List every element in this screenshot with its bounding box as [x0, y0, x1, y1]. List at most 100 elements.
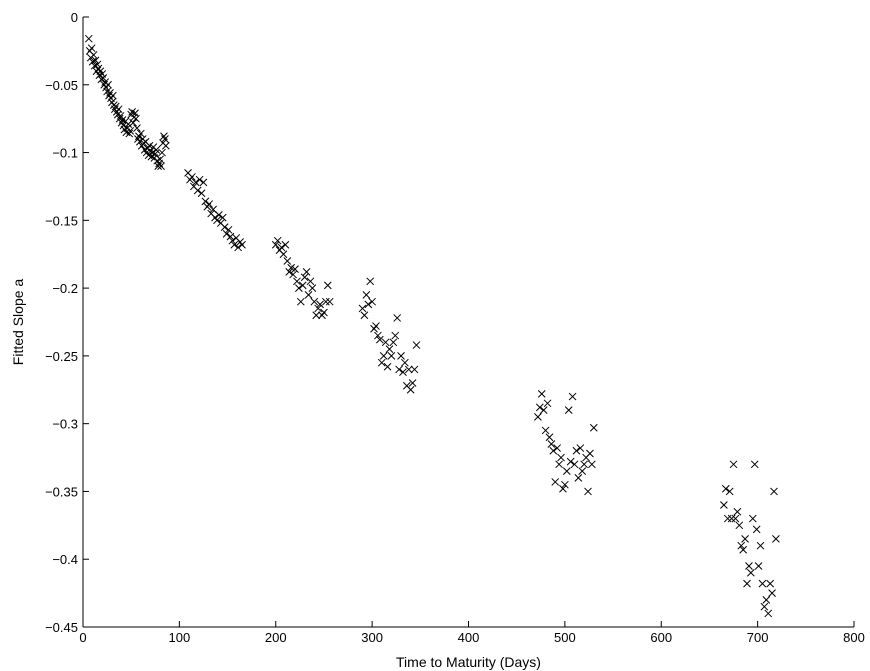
x-tick-label: 300	[361, 630, 383, 645]
y-tick-label: −0.45	[45, 620, 78, 635]
data-point	[368, 297, 376, 306]
data-point	[323, 281, 332, 290]
data-point	[539, 406, 548, 414]
data-point	[574, 474, 583, 482]
data-point	[132, 114, 140, 123]
data-point	[410, 365, 419, 374]
data-point	[735, 521, 744, 530]
data-point	[750, 460, 759, 469]
data-point	[220, 223, 229, 231]
data-point	[308, 284, 317, 292]
data-point	[557, 453, 565, 462]
data-markers	[84, 34, 780, 618]
data-point	[302, 267, 311, 276]
data-point	[271, 240, 280, 249]
data-point	[564, 406, 573, 414]
data-point	[747, 568, 755, 577]
y-tick-label: −0.4	[52, 552, 78, 567]
x-tick-label: 100	[169, 630, 191, 645]
data-point	[559, 484, 567, 493]
y-tick-label: −0.3	[52, 417, 78, 432]
data-point	[126, 127, 135, 135]
data-point	[576, 444, 585, 452]
data-point	[586, 449, 594, 458]
data-point	[580, 460, 589, 469]
data-point	[322, 297, 330, 306]
data-point	[283, 257, 292, 265]
data-point	[226, 232, 235, 241]
x-tick-label: 700	[747, 630, 769, 645]
data-point	[152, 145, 161, 154]
data-point	[578, 467, 587, 475]
data-point	[723, 514, 732, 523]
data-point	[364, 300, 373, 309]
data-point	[114, 105, 123, 114]
data-point	[195, 175, 204, 184]
data-point	[589, 423, 598, 432]
x-tick-label: 0	[79, 630, 86, 645]
data-point	[397, 352, 405, 360]
data-point	[157, 162, 165, 170]
data-point	[543, 399, 552, 408]
data-point	[293, 277, 301, 286]
data-point	[766, 579, 775, 588]
data-point	[756, 541, 765, 550]
data-point	[124, 120, 133, 128]
data-point	[566, 457, 575, 466]
data-point	[534, 413, 542, 421]
data-point	[133, 124, 141, 133]
data-point	[154, 162, 163, 170]
data-point	[537, 389, 546, 398]
data-point	[215, 211, 223, 219]
data-point	[754, 562, 763, 570]
data-point	[228, 236, 237, 245]
y-axis-label: Fitted Slope a	[10, 279, 26, 366]
data-point	[399, 368, 407, 377]
data-point	[737, 541, 746, 550]
data-point	[109, 91, 117, 100]
data-point	[304, 291, 313, 299]
data-point	[412, 341, 421, 349]
data-point	[725, 487, 734, 496]
data-point	[727, 514, 736, 523]
data-point	[161, 135, 169, 143]
data-point	[561, 480, 569, 489]
data-point	[758, 579, 767, 588]
data-point	[568, 392, 577, 401]
data-point	[393, 314, 402, 322]
y-tick-label: −0.25	[45, 349, 78, 364]
y-tick-label: −0.1	[52, 146, 78, 161]
data-point	[99, 74, 108, 82]
data-point	[406, 385, 415, 394]
x-tick-label: 800	[843, 630, 865, 645]
data-point	[325, 297, 334, 306]
data-point	[158, 148, 166, 157]
data-point	[320, 308, 328, 317]
data-point	[188, 173, 196, 181]
data-point	[197, 189, 206, 198]
data-point	[401, 358, 409, 367]
data-point	[224, 225, 233, 234]
data-point	[553, 444, 562, 452]
data-point	[731, 514, 740, 523]
data-point	[374, 331, 382, 340]
data-point	[721, 484, 730, 493]
x-tick-label: 500	[554, 630, 576, 645]
data-point	[201, 197, 210, 206]
y-tick-label: −0.35	[45, 484, 78, 499]
data-point	[562, 467, 571, 475]
data-point	[314, 304, 323, 313]
data-point	[572, 446, 581, 455]
axis-ticks: 0 100 200 300 400 500 600 700 800 0 −0.05 −0.1 −0.15…	[45, 10, 865, 645]
data-point	[205, 200, 214, 208]
data-point	[385, 345, 394, 353]
data-point	[404, 365, 413, 374]
data-point	[375, 335, 384, 344]
data-point	[547, 440, 556, 448]
data-point	[156, 155, 164, 164]
data-point	[570, 460, 579, 469]
data-point	[281, 240, 290, 249]
x-tick-label: 400	[458, 630, 480, 645]
data-point	[230, 240, 239, 249]
